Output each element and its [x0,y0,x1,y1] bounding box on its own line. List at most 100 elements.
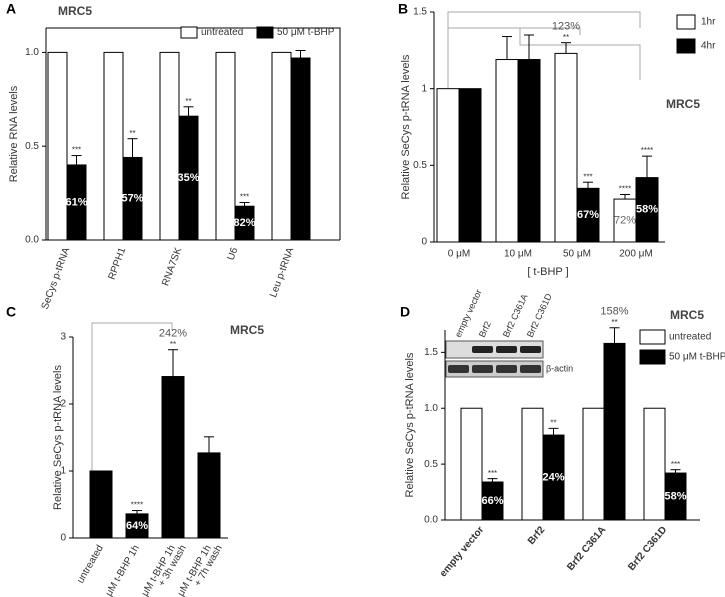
bracket [519,28,641,80]
bar [197,452,221,539]
panel-letter: C [6,304,16,320]
bar [521,407,544,521]
chart-panel: B MRC5 Relative SeCys p-tRNA levels [ t-BHP… [398,1,716,278]
bracket [91,322,173,475]
legend-swatch [676,38,696,54]
significance: ** [129,129,135,138]
chart-title: MRC5 [58,4,92,18]
x-tick-label: RPPH1 [107,246,129,282]
significance: **** [131,501,143,510]
bar [603,342,626,521]
x-tick-label: U6 [226,246,241,262]
legend-swatch [639,329,666,345]
significance: ** [550,418,556,427]
bar [290,57,311,241]
y-tick-label: 0.0 [25,235,39,246]
panel-letter: D [400,304,410,320]
bar [643,407,666,521]
frame [46,27,341,240]
y-axis-label: Relative SeCys p-tRNA levels [400,54,412,199]
x-tick-label: SeCys p-tRNA [40,246,73,311]
x-tick-label: Brf2 C361D [626,525,669,573]
legend-swatch [639,349,666,365]
x-axis-label: [ t-BHP ] [527,266,568,278]
bracket [447,11,641,88]
chart-title: MRC5 [666,97,700,111]
legend-swatch [256,26,274,39]
y-axis-label: Relative SeCys p-tRNA levels [52,365,64,510]
top-label: 242% [159,328,187,340]
y-tick-label: 1.0 [25,47,39,58]
y-tick-label: 0 [421,237,427,248]
inner-label: 66% [481,495,503,507]
blot-band [472,346,493,353]
y-tick-label: 0 [60,533,66,544]
x-tick-label: Brf2 C361A [565,525,608,573]
y-tick-label: 2 [60,399,66,410]
legend-label: 50 μM t-BHP [277,27,335,38]
y-axis-label: Relative SeCys p-tRNA levels [404,352,416,497]
inner-label: 61% [65,196,87,208]
panel-letter: A [6,1,16,17]
blot-band [472,365,493,373]
significance: **** [641,146,653,155]
x-tick-label: untreated [75,543,106,585]
y-tick-label: 1.5 [413,7,427,18]
blot-band [520,365,541,373]
chart-panel: D MRC5 Relative SeCys p-tRNA levels 0.0 0.5 1… [400,288,725,579]
blot-band-label: β-actin [546,363,573,373]
legend-label: 4hr [701,41,716,52]
x-tick-label: RNA7SK [160,246,184,288]
top-label: 158% [600,306,628,318]
x-tick-label: 50 μM [563,249,591,260]
legend-swatch [180,26,198,39]
blot-lane-label: Brf2 C361D [525,292,554,339]
bar [215,51,236,241]
bar [47,51,68,241]
inner-label: 64% [126,520,148,532]
bar [436,88,460,243]
chart-panel: A MRC5 Relative RNA levels 0.0 0.5 1.0 SeCys p… [6,1,341,311]
blot-band [496,346,517,353]
chart-title: MRC5 [230,323,264,337]
y-tick-label: 0.5 [424,459,438,470]
blot-band [520,346,541,353]
bar [271,51,292,241]
chart-panel: C MRC5 Relative SeCys p-tRNA levels 0 1 2 3 unt… [6,304,264,597]
blot [445,340,544,359]
y-tick-label: 0.5 [25,141,39,152]
bar [89,470,113,539]
y-tick-label: 0.0 [424,515,438,526]
bar [582,407,605,521]
bar [161,376,185,539]
significance: ** [563,33,569,42]
inner-label: 57% [121,193,143,205]
blot [445,360,544,378]
brackets [91,11,641,475]
legend-swatch [676,14,696,30]
bar [495,59,519,243]
bracket [448,27,581,35]
y-axis-label: Relative RNA levels [8,85,20,182]
blot-band [448,365,469,373]
legend-label: untreated [201,27,243,38]
x-tick-label: 0 μM [448,249,470,260]
blot-band [496,365,517,373]
x-tick-label: 10 μM [504,249,532,260]
y-tick-label: 1 [60,466,66,477]
inner-label: 35% [177,172,199,184]
significance: *** [671,460,680,469]
legend-label: 1hr [701,17,716,28]
inner-label: 58% [636,204,658,216]
y-tick-label: 1 [421,83,427,94]
significance: ** [170,340,176,349]
significance: *** [583,172,592,181]
inner-label: 58% [664,490,686,502]
y-tick-label: 3 [60,332,66,343]
bar [159,51,180,241]
x-tick-label: Brf2 [526,524,548,547]
legend-label: 50 μM t-BHP [669,352,725,363]
inner-label: 24% [542,471,564,483]
blot-lane-label: Brf2 [477,320,493,339]
